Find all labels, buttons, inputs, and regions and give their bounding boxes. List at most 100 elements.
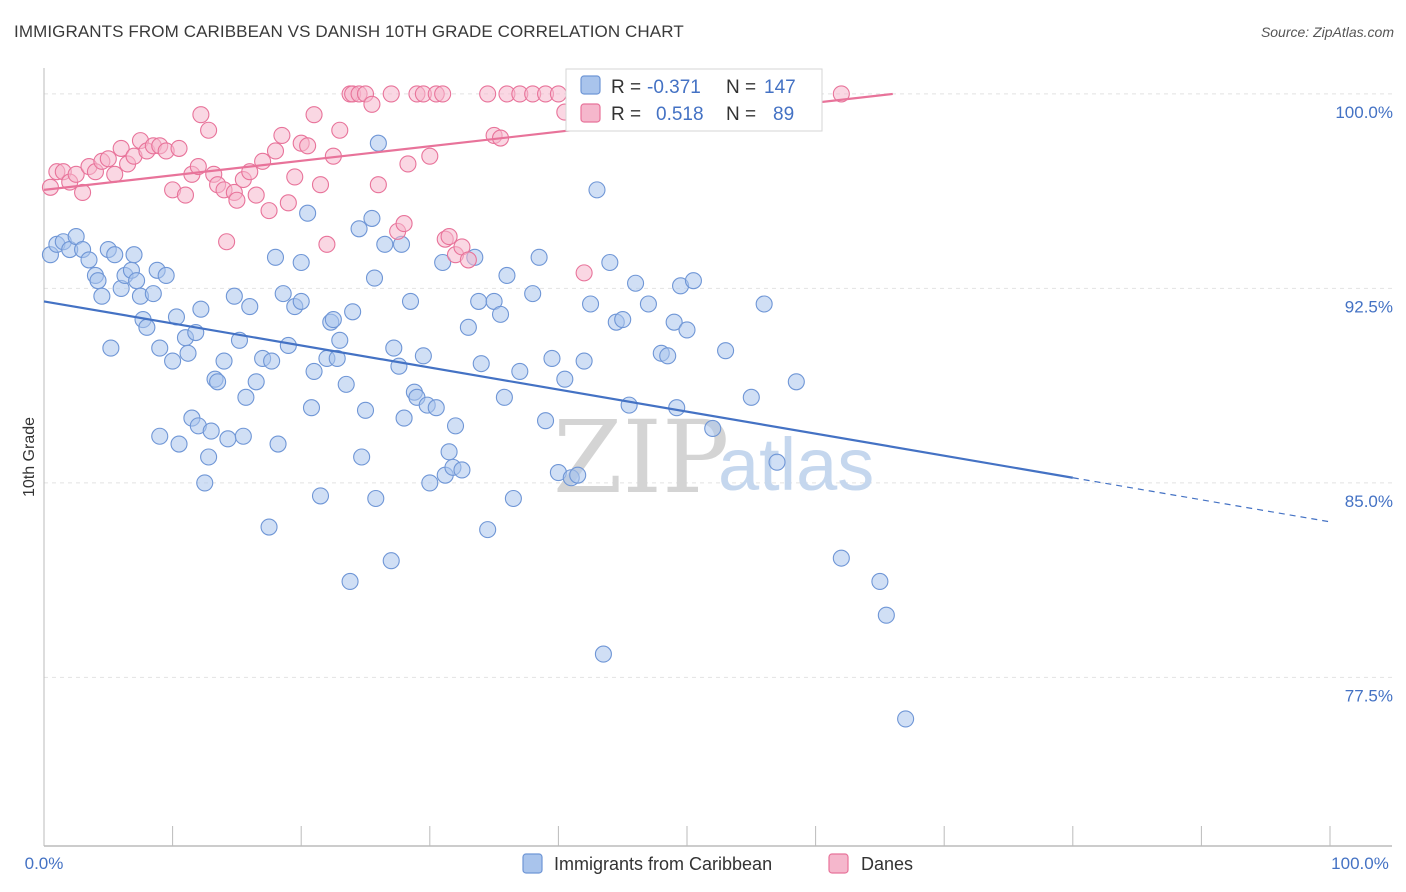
chart-source: Source: ZipAtlas.com bbox=[1260, 24, 1394, 40]
caribbean-point-123 bbox=[627, 274, 645, 292]
caribbean-point-108 bbox=[530, 248, 548, 266]
caribbean-trend-line bbox=[43, 300, 1073, 479]
caribbean-point-121 bbox=[614, 311, 632, 329]
danes-point-40 bbox=[286, 168, 304, 186]
caribbean-point-11 bbox=[102, 339, 120, 357]
caribbean-point-67 bbox=[337, 375, 355, 393]
stats-r-value-blue: -0.371 bbox=[647, 77, 701, 98]
caribbean-point-40 bbox=[215, 352, 233, 370]
caribbean-point-9 bbox=[93, 287, 111, 305]
caribbean-point-34 bbox=[192, 300, 210, 318]
caribbean-point-102 bbox=[491, 305, 510, 323]
caribbean-point-78 bbox=[382, 552, 400, 570]
danes-point-62 bbox=[434, 85, 452, 103]
caribbean-point-44 bbox=[234, 427, 252, 445]
caribbean-point-118 bbox=[594, 645, 612, 663]
caribbean-point-138 bbox=[832, 549, 850, 567]
axes bbox=[43, 68, 1392, 847]
caribbean-point-8 bbox=[89, 272, 107, 290]
caribbean-point-100 bbox=[479, 521, 497, 539]
legend-swatch-caribbean bbox=[522, 853, 543, 874]
danes-point-67 bbox=[459, 251, 477, 269]
danes-point-4 bbox=[67, 165, 85, 183]
caribbean-point-30 bbox=[179, 344, 197, 362]
caribbean-point-105 bbox=[504, 489, 522, 508]
caribbean-point-112 bbox=[556, 370, 574, 388]
danes-point-11 bbox=[112, 139, 130, 157]
caribbean-point-49 bbox=[260, 518, 278, 536]
stats-n-label-pink: N = bbox=[726, 104, 756, 125]
stats-r-label-pink: R = bbox=[611, 104, 641, 125]
caribbean-point-86 bbox=[414, 347, 432, 365]
danes-point-0 bbox=[41, 178, 59, 196]
caribbean-point-52 bbox=[269, 435, 287, 453]
danes-point-52 bbox=[363, 95, 381, 113]
danes-point-53 bbox=[369, 176, 387, 194]
caribbean-point-127 bbox=[665, 313, 683, 331]
caribbean-point-117 bbox=[588, 181, 606, 199]
caribbean-point-60 bbox=[305, 362, 323, 380]
caribbean-point-131 bbox=[684, 272, 702, 290]
stats-n-label-blue: N = bbox=[726, 77, 756, 98]
caribbean-point-20 bbox=[138, 318, 156, 336]
danes-point-23 bbox=[189, 157, 207, 176]
caribbean-point-72 bbox=[356, 401, 375, 419]
y-tick-label-3: 77.5% bbox=[1345, 686, 1393, 705]
danes-point-31 bbox=[228, 191, 246, 209]
caribbean-point-42 bbox=[225, 287, 243, 305]
caribbean-point-28 bbox=[170, 435, 188, 453]
danes-point-85 bbox=[832, 85, 850, 103]
caribbean-point-96 bbox=[459, 318, 477, 336]
danes-point-20 bbox=[170, 139, 188, 157]
caribbean-point-99 bbox=[472, 355, 490, 373]
caribbean-point-66 bbox=[331, 331, 349, 349]
caribbean-point-16 bbox=[125, 246, 143, 264]
caribbean-point-41 bbox=[219, 430, 237, 448]
danes-point-35 bbox=[254, 152, 272, 170]
danes-point-56 bbox=[395, 215, 413, 233]
caribbean-point-39 bbox=[209, 373, 227, 391]
y-tick-labels: 100.0% 92.5% 85.0% 77.5% bbox=[1335, 103, 1393, 706]
danes-point-36 bbox=[260, 202, 278, 220]
caribbean-point-37 bbox=[202, 422, 220, 440]
caribbean-point-107 bbox=[524, 285, 542, 303]
caribbean-point-98 bbox=[470, 292, 488, 310]
caribbean-point-61 bbox=[311, 487, 330, 505]
caribbean-point-23 bbox=[151, 427, 169, 445]
caribbean-point-74 bbox=[365, 269, 384, 287]
stats-box-frame bbox=[565, 68, 823, 132]
caribbean-point-26 bbox=[164, 352, 182, 370]
caribbean-point-77 bbox=[376, 235, 394, 253]
y-tick-label-1: 92.5% bbox=[1345, 297, 1393, 316]
caribbean-point-82 bbox=[395, 409, 413, 427]
caribbean-point-21 bbox=[144, 285, 162, 303]
caribbean-point-12 bbox=[106, 246, 124, 264]
stats-n-value-blue: 147 bbox=[764, 77, 796, 98]
caribbean-point-128 bbox=[668, 399, 686, 417]
caribbean-point-71 bbox=[353, 448, 371, 466]
danes-point-10 bbox=[106, 165, 124, 183]
caribbean-point-126 bbox=[659, 347, 677, 365]
caribbean-point-46 bbox=[241, 298, 259, 316]
danes-point-37 bbox=[266, 142, 285, 160]
danes-point-34 bbox=[247, 186, 265, 204]
caribbean-point-88 bbox=[421, 474, 439, 492]
caribbean-point-130 bbox=[678, 321, 696, 339]
stats-r-value-pink: 0.518 bbox=[656, 104, 704, 125]
caribbean-point-141 bbox=[897, 710, 915, 728]
danes-point-42 bbox=[299, 137, 317, 155]
danes-point-9 bbox=[99, 150, 117, 168]
y-tick-label-0: 100.0% bbox=[1335, 103, 1393, 122]
danes-point-29 bbox=[218, 233, 236, 251]
caribbean-point-75 bbox=[367, 489, 385, 508]
danes-point-60 bbox=[421, 147, 439, 165]
caribbean-point-89 bbox=[427, 399, 445, 417]
caribbean-point-110 bbox=[543, 349, 561, 368]
caribbean-point-122 bbox=[620, 396, 638, 414]
x-ticks bbox=[43, 826, 1331, 846]
danes-point-64 bbox=[440, 228, 458, 246]
caribbean-point-134 bbox=[742, 388, 760, 406]
caribbean-point-6 bbox=[80, 251, 98, 269]
caribbean-point-45 bbox=[237, 388, 255, 406]
caribbean-point-76 bbox=[369, 134, 387, 152]
